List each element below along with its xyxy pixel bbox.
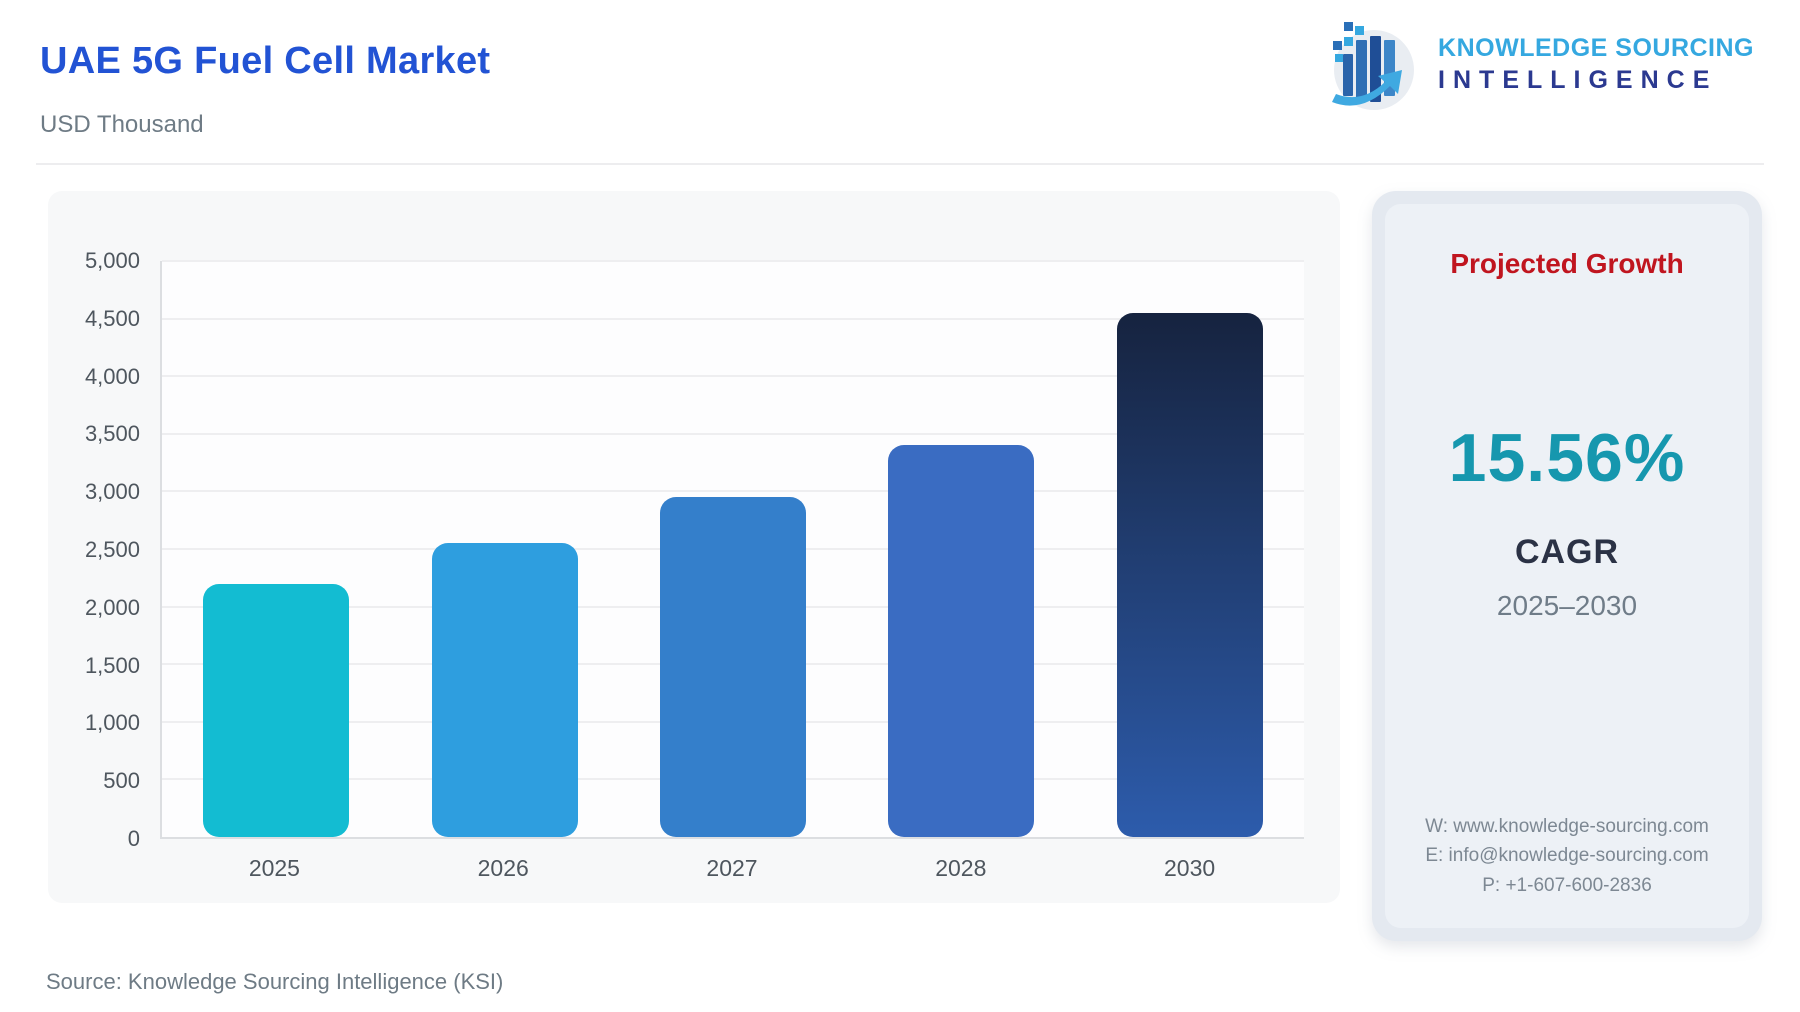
bar-2028 xyxy=(888,445,1035,837)
y-tick-label: 5,000 xyxy=(84,248,140,273)
x-tick-label: 2027 xyxy=(706,855,758,881)
y-tick-label: 2,000 xyxy=(84,594,140,620)
logo-text: KNOWLEDGE SOURCING INTELLIGENCE xyxy=(1438,34,1754,95)
bar-slot xyxy=(162,261,390,837)
y-tick-label: 4,000 xyxy=(84,363,140,389)
bar-slot xyxy=(619,261,847,837)
ksi-globe-bars-arrow-icon xyxy=(1332,22,1415,110)
gridline xyxy=(162,490,1304,493)
y-tick-label: 2,500 xyxy=(84,537,140,562)
header: UAE 5G Fuel Cell Market USD Thousand KNO… xyxy=(0,0,1800,139)
gridline xyxy=(162,375,1304,378)
source-note: Source: Knowledge Sourcing Intelligence … xyxy=(46,969,504,994)
logo-line1: KNOWLEDGE SOURCING xyxy=(1438,33,1754,62)
bar-2027 xyxy=(660,497,807,837)
x-tick-label: 2025 xyxy=(248,855,300,881)
contact-website: W: www.knowledge-sourcing.com xyxy=(1425,815,1709,837)
gridline xyxy=(162,260,1304,262)
x-tick-label: 2030 xyxy=(1164,855,1216,881)
y-tick-label: 500 xyxy=(103,768,140,794)
logo-line2: INTELLIGENCE xyxy=(1438,65,1718,94)
header-divider xyxy=(36,163,1764,165)
growth-heading: Projected Growth xyxy=(1450,248,1684,279)
growth-panel: Projected Growth 15.56% CAGR 2025–2030 W… xyxy=(1372,191,1762,941)
unit-label: USD Thousand xyxy=(40,111,204,138)
gridline xyxy=(162,317,1304,320)
cagr-value: 15.56% xyxy=(1448,420,1686,497)
main-content: 0 500 1,000 1,500 2,000 2,500 3,000 3,500 4,000 4… xyxy=(48,191,1762,941)
chart-card: 0 500 1,000 1,500 2,000 2,500 3,000 3,500 4,000 4… xyxy=(48,191,1340,903)
y-tick-label: 3,500 xyxy=(84,421,140,447)
y-tick-label: 1,000 xyxy=(84,710,140,736)
y-tick-label: 3,000 xyxy=(84,479,140,505)
y-tick-label: 4,500 xyxy=(84,305,140,331)
bar-slot xyxy=(847,261,1075,837)
y-tick-label: 0 xyxy=(127,826,140,851)
x-tick-label: 2028 xyxy=(935,855,987,881)
bar-slot xyxy=(1076,261,1304,837)
contact-phone: P: +1-607-600-2836 xyxy=(1482,874,1652,896)
ksi-logo: KNOWLEDGE SOURCING INTELLIGENCE xyxy=(1322,14,1754,114)
x-axis: 2025 2026 2027 2028 2030 xyxy=(160,855,1304,882)
y-axis: 0 500 1,000 1,500 2,000 2,500 3,000 3,500 4,000 4… xyxy=(48,248,160,851)
contact-block: W: www.knowledge-sourcing.com E: info@kn… xyxy=(1425,812,1709,900)
cagr-period: 2025–2030 xyxy=(1496,590,1638,622)
growth-panel-inner: Projected Growth 15.56% CAGR 2025–2030 W… xyxy=(1385,204,1749,928)
bars-group xyxy=(162,261,1304,837)
plot-area xyxy=(160,260,1304,839)
bar-2025 xyxy=(203,583,350,837)
gridline xyxy=(162,432,1304,435)
y-tick-label: 1,500 xyxy=(84,652,140,678)
x-tick-label: 2026 xyxy=(477,855,529,881)
contact-email: E: info@knowledge-sourcing.com xyxy=(1425,845,1709,867)
page-title: UAE 5G Fuel Cell Market xyxy=(40,40,491,82)
bar-2030 xyxy=(1116,312,1263,837)
bar-2026 xyxy=(431,543,578,837)
bar-slot xyxy=(390,261,618,837)
cagr-label: CAGR xyxy=(1514,533,1620,572)
